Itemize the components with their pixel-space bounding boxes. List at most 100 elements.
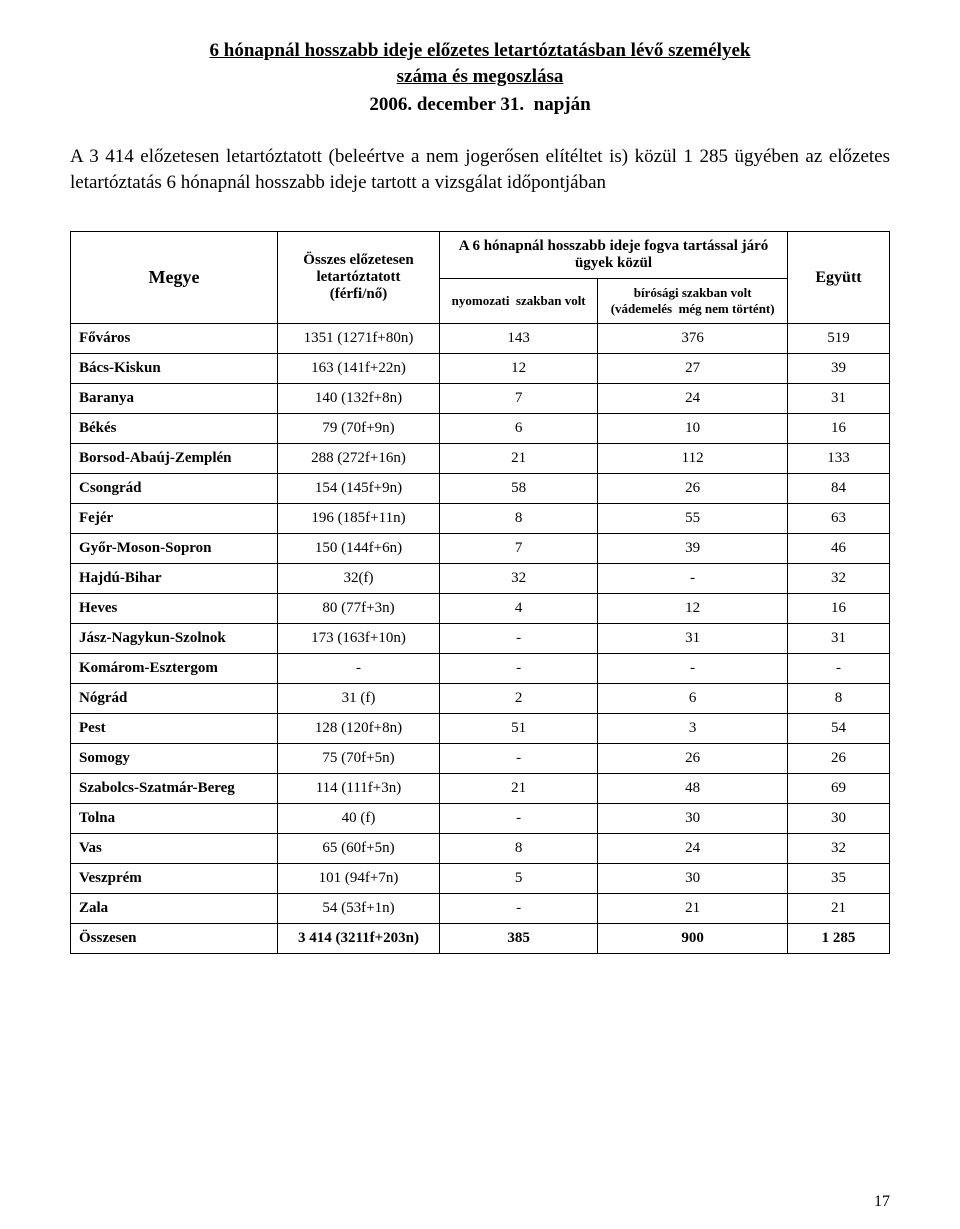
row-egyutt: 30 (788, 804, 890, 834)
row-birosagi: 24 (598, 384, 788, 414)
header-osszes-line2: letartóztatott (316, 269, 400, 285)
row-egyutt: 16 (788, 594, 890, 624)
table-row: Somogy75 (70f+5n)-2626 (71, 744, 890, 774)
table-row: Pest128 (120f+8n)51354 (71, 714, 890, 744)
row-egyutt: 8 (788, 684, 890, 714)
table-row: Baranya140 (132f+8n)72431 (71, 384, 890, 414)
row-birosagi: 26 (598, 744, 788, 774)
row-nyomozati: 8 (440, 504, 598, 534)
row-name: Főváros (71, 324, 278, 354)
data-table: Megye Összes előzetesen letartóztatott (… (70, 231, 890, 954)
row-nyomozati: - (440, 624, 598, 654)
row-egyutt: 35 (788, 864, 890, 894)
row-nyomozati: - (440, 894, 598, 924)
row-name: Nógrád (71, 684, 278, 714)
document-page: 6 hónapnál hosszabb ideje előzetes letar… (0, 0, 960, 1229)
row-name: Fejér (71, 504, 278, 534)
row-nyomozati: 6 (440, 414, 598, 444)
row-osszes: 65 (60f+5n) (278, 834, 440, 864)
row-egyutt: 21 (788, 894, 890, 924)
row-egyutt: 54 (788, 714, 890, 744)
title-line-2: száma és megoszlása (70, 66, 890, 88)
header-span-title: A 6 hónapnál hosszabb ideje fogva tartás… (459, 238, 769, 254)
header-megye: Megye (71, 232, 278, 324)
row-birosagi: 10 (598, 414, 788, 444)
header-osszes: Összes előzetesen letartóztatott (férfi/… (278, 232, 440, 324)
table-row: Zala54 (53f+1n)-2121 (71, 894, 890, 924)
row-osszes: 32(f) (278, 564, 440, 594)
row-osszes: 173 (163f+10n) (278, 624, 440, 654)
row-nyomozati: 21 (440, 774, 598, 804)
row-name: Borsod-Abaúj-Zemplén (71, 444, 278, 474)
header-egyutt: Együtt (788, 232, 890, 324)
table-row: Fejér196 (185f+11n)85563 (71, 504, 890, 534)
row-name: Hajdú-Bihar (71, 564, 278, 594)
row-osszes: 288 (272f+16n) (278, 444, 440, 474)
page-number: 17 (874, 1193, 890, 1211)
row-birosagi: - (598, 654, 788, 684)
row-nyomozati: 51 (440, 714, 598, 744)
table-row: Hajdú-Bihar32(f)32-32 (71, 564, 890, 594)
row-name: Pest (71, 714, 278, 744)
table-row: Veszprém101 (94f+7n)53035 (71, 864, 890, 894)
row-egyutt: 69 (788, 774, 890, 804)
intro-paragraph: A 3 414 előzetesen letartóztatott (beleé… (70, 144, 890, 195)
header-span-ugyek: ügyek közül (448, 255, 779, 272)
row-nyomozati: 8 (440, 834, 598, 864)
row-osszes: 140 (132f+8n) (278, 384, 440, 414)
row-egyutt: 16 (788, 414, 890, 444)
date-line: 2006. december 31. napján (70, 94, 890, 116)
row-birosagi: 26 (598, 474, 788, 504)
row-birosagi: 48 (598, 774, 788, 804)
row-osszes: 31 (f) (278, 684, 440, 714)
row-osszes: 150 (144f+6n) (278, 534, 440, 564)
title-line-1: 6 hónapnál hosszabb ideje előzetes letar… (70, 40, 890, 62)
row-nyomozati: 4 (440, 594, 598, 624)
row-egyutt: 133 (788, 444, 890, 474)
row-nyomozati: 385 (440, 924, 598, 954)
row-name: Vas (71, 834, 278, 864)
table-header: Megye Összes előzetesen letartóztatott (… (71, 232, 890, 324)
row-nyomozati: - (440, 744, 598, 774)
row-birosagi: 21 (598, 894, 788, 924)
row-birosagi: - (598, 564, 788, 594)
row-egyutt: 39 (788, 354, 890, 384)
table-row: Nógrád31 (f)268 (71, 684, 890, 714)
row-osszes: 114 (111f+3n) (278, 774, 440, 804)
row-osszes: 75 (70f+5n) (278, 744, 440, 774)
row-name: Szabolcs-Szatmár-Bereg (71, 774, 278, 804)
table-row: Heves80 (77f+3n)41216 (71, 594, 890, 624)
header-osszes-line3: (férfi/nő) (330, 286, 387, 302)
row-nyomozati: 7 (440, 534, 598, 564)
row-name: Baranya (71, 384, 278, 414)
row-egyutt: - (788, 654, 890, 684)
row-osszes: 128 (120f+8n) (278, 714, 440, 744)
row-nyomozati: 7 (440, 384, 598, 414)
row-birosagi: 6 (598, 684, 788, 714)
row-nyomozati: - (440, 654, 598, 684)
row-birosagi: 24 (598, 834, 788, 864)
row-nyomozati: 143 (440, 324, 598, 354)
row-egyutt: 31 (788, 624, 890, 654)
row-birosagi: 27 (598, 354, 788, 384)
row-birosagi: 12 (598, 594, 788, 624)
row-name: Somogy (71, 744, 278, 774)
table-row: Vas65 (60f+5n)82432 (71, 834, 890, 864)
row-nyomozati: 21 (440, 444, 598, 474)
row-birosagi: 30 (598, 864, 788, 894)
row-egyutt: 26 (788, 744, 890, 774)
table-row: Jász-Nagykun-Szolnok173 (163f+10n)-3131 (71, 624, 890, 654)
table-row: Győr-Moson-Sopron150 (144f+6n)73946 (71, 534, 890, 564)
table-row: Szabolcs-Szatmár-Bereg114 (111f+3n)21486… (71, 774, 890, 804)
row-egyutt: 32 (788, 564, 890, 594)
row-egyutt: 32 (788, 834, 890, 864)
row-nyomozati: 5 (440, 864, 598, 894)
row-nyomozati: 12 (440, 354, 598, 384)
row-egyutt: 63 (788, 504, 890, 534)
row-birosagi: 30 (598, 804, 788, 834)
row-osszes: 1351 (1271f+80n) (278, 324, 440, 354)
row-osszes: 54 (53f+1n) (278, 894, 440, 924)
row-osszes: 154 (145f+9n) (278, 474, 440, 504)
row-name: Győr-Moson-Sopron (71, 534, 278, 564)
row-egyutt: 1 285 (788, 924, 890, 954)
